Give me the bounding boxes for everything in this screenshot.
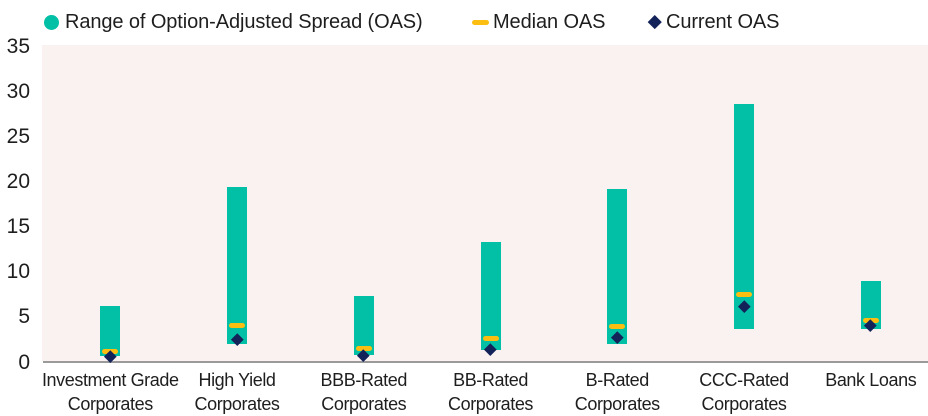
range-bar-ccc-rated-corporates <box>734 103 755 330</box>
median-tick-b-rated-corporates <box>609 324 626 330</box>
range-bar-investment-grade-corporates <box>100 305 121 356</box>
legend-item-range: Range of Option-Adjusted Spread (OAS) <box>44 0 423 44</box>
y-tick-label-0: 0 <box>18 350 30 374</box>
x-axis-label-ccc-rated-corporates: CCC-Rated Corporates <box>699 370 789 414</box>
x-axis-label-bb-rated-corporates: BB-Rated Corporates <box>447 370 534 414</box>
median-tick-bb-rated-corporates <box>482 335 499 341</box>
legend-label-current: Current OAS <box>666 10 780 33</box>
x-axis-label-bbb-rated-corporates: BBB-Rated Corporates <box>320 370 408 414</box>
y-tick-label-35: 35 <box>6 34 30 58</box>
range-bar-bank-loans <box>860 280 881 330</box>
current-diamond-icon <box>648 15 662 29</box>
range-bar-high-yield-corporates <box>227 186 248 344</box>
median-tick-bbb-rated-corporates <box>355 345 372 351</box>
median-dash-icon <box>472 19 489 25</box>
y-tick-label-15: 15 <box>6 215 30 239</box>
range-bar-b-rated-corporates <box>607 188 628 344</box>
median-tick-high-yield-corporates <box>229 323 246 329</box>
x-axis-label-high-yield-corporates: High Yield Corporates <box>194 370 280 414</box>
y-tick-label-20: 20 <box>6 169 30 193</box>
x-axis-line <box>43 361 928 363</box>
range-circle-icon <box>44 14 59 30</box>
legend-label-range: Range of Option-Adjusted Spread (OAS) <box>65 10 423 33</box>
x-axis-label-bank-loans: Bank Loans <box>825 370 917 390</box>
legend-item-median: Median OAS <box>472 0 605 44</box>
range-bar-bb-rated-corporates <box>480 241 501 351</box>
legend-label-median: Median OAS <box>493 10 606 33</box>
legend-item-current: Current OAS <box>648 0 779 44</box>
y-tick-label-30: 30 <box>6 79 30 103</box>
y-tick-label-5: 5 <box>18 305 30 329</box>
range-bar-bbb-rated-corporates <box>353 295 374 355</box>
median-tick-ccc-rated-corporates <box>736 291 753 297</box>
x-axis-label-investment-grade-corporates: Investment Grade Corporates <box>41 370 179 414</box>
chart-legend: Range of Option-Adjusted Spread (OAS) Me… <box>0 0 928 44</box>
y-tick-label-10: 10 <box>6 260 30 284</box>
y-tick-label-25: 25 <box>6 124 30 148</box>
x-axis-label-b-rated-corporates: B-Rated Corporates <box>574 370 660 414</box>
